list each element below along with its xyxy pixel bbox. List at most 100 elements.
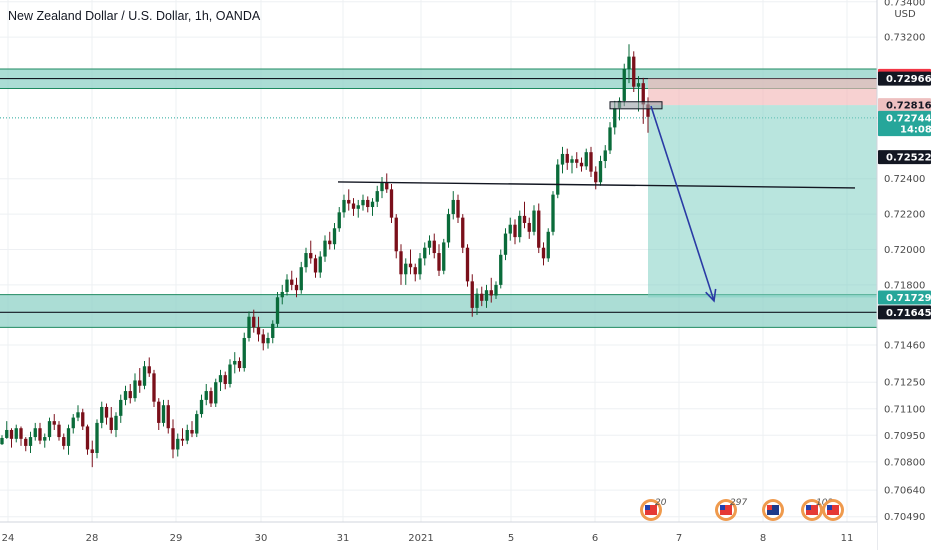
event-flag-stripes (806, 505, 818, 515)
price-tick-label: 0.71800 (884, 280, 925, 291)
candle-body (499, 254, 503, 285)
candle-body (404, 263, 408, 275)
event-flag-canton (827, 505, 832, 510)
candle-body (480, 293, 484, 301)
time-tick-label: 24 (2, 533, 15, 544)
candle-body (584, 152, 588, 167)
candle-body (133, 380, 137, 399)
candle-body (0, 437, 4, 445)
candle-body (266, 337, 270, 344)
event-flag-stripes (720, 505, 732, 515)
price-label: 0.72522 (886, 153, 932, 164)
candle-body (109, 417, 113, 430)
candle-body (237, 360, 242, 369)
candle-body (494, 284, 498, 296)
candle-body (579, 162, 584, 167)
candle-body (437, 253, 441, 271)
candle-body (157, 401, 161, 423)
price-tick-label: 0.70640 (884, 486, 925, 497)
events-layer[interactable]: 20297102 (640, 498, 844, 521)
zones-layer (0, 68, 877, 328)
candle-body (556, 164, 560, 195)
time-tick-label: 2021 (408, 533, 433, 544)
candle-body (275, 297, 280, 324)
event-flag-canton (645, 505, 650, 510)
candle-body (632, 56, 636, 87)
price-label: 0.72744 (886, 113, 932, 124)
event-flag-canton (767, 505, 772, 510)
candle-body (223, 375, 227, 384)
candle-body (28, 437, 33, 446)
candle-body (313, 258, 318, 273)
price-tick-label: 0.73400 (884, 0, 925, 8)
candle-body (114, 415, 118, 430)
candle-body (199, 399, 204, 415)
time-tick-label: 28 (86, 533, 99, 544)
candle-body (104, 406, 109, 418)
candle-body (413, 267, 417, 275)
candle-body (446, 214, 451, 243)
candle-body (147, 366, 151, 374)
economic-event-icon[interactable]: 297 (715, 498, 747, 521)
candle-body (361, 199, 365, 206)
candle-body (603, 150, 607, 162)
arrow-head[interactable] (705, 288, 717, 303)
event-flag-stripes (767, 505, 779, 515)
price-tick-label: 0.73200 (884, 33, 925, 44)
stop-loss-zone[interactable] (648, 78, 877, 106)
candle-body (385, 182, 389, 190)
candle-body (551, 194, 555, 232)
price-tick-label: 0.71460 (884, 341, 925, 352)
time-tick-label: 7 (676, 533, 682, 544)
candle-body (95, 422, 99, 453)
short-position-tool[interactable] (648, 78, 877, 298)
candle-body (608, 127, 612, 151)
candle-body (71, 417, 75, 429)
candle-body (294, 284, 299, 291)
candle-body (442, 242, 446, 271)
economic-event-icon[interactable] (762, 499, 784, 521)
time-tick-label: 5 (508, 533, 514, 544)
time-tick-label: 11 (841, 533, 854, 544)
candle-body (309, 253, 313, 259)
candle-body (204, 391, 208, 400)
candle-body (85, 426, 90, 450)
candle-body (394, 217, 398, 252)
candle-body (347, 199, 351, 204)
candle-body (90, 449, 94, 453)
time-tick-label: 30 (255, 533, 268, 544)
candle-body (214, 382, 218, 404)
drawings-layer[interactable] (337, 101, 856, 303)
price-tick-label: 0.72400 (884, 174, 925, 185)
candle-body (342, 199, 346, 213)
economic-event-icon[interactable]: 20 (640, 498, 667, 521)
candle-body (195, 414, 199, 434)
candle-body (380, 182, 384, 192)
entry-marker-rect[interactable] (609, 101, 663, 110)
take-profit-zone[interactable] (648, 105, 877, 298)
candle-body (280, 291, 284, 298)
candle-body (252, 316, 256, 328)
candle-body (318, 256, 322, 273)
candle-body (484, 290, 489, 301)
arrow-shaft[interactable] (650, 105, 715, 302)
candle-body (176, 438, 180, 450)
candle-body (465, 247, 470, 282)
candle-body (62, 437, 66, 446)
candle-body (81, 412, 85, 427)
candle-body (142, 366, 147, 386)
candle-body (138, 380, 142, 386)
price-tick-label: 0.70490 (884, 512, 925, 523)
candle-body (66, 428, 71, 446)
time-tick-label: 8 (760, 533, 766, 544)
candle-body (522, 215, 527, 223)
candle-body (161, 405, 166, 423)
candle-body (33, 428, 37, 438)
candle-body (589, 152, 593, 172)
resistance-trendline[interactable] (337, 181, 856, 189)
time-axis[interactable]: 24 28 29 30 31 2021 5 6 7 8 11 (0, 521, 877, 550)
economic-event-icon[interactable] (822, 499, 844, 521)
